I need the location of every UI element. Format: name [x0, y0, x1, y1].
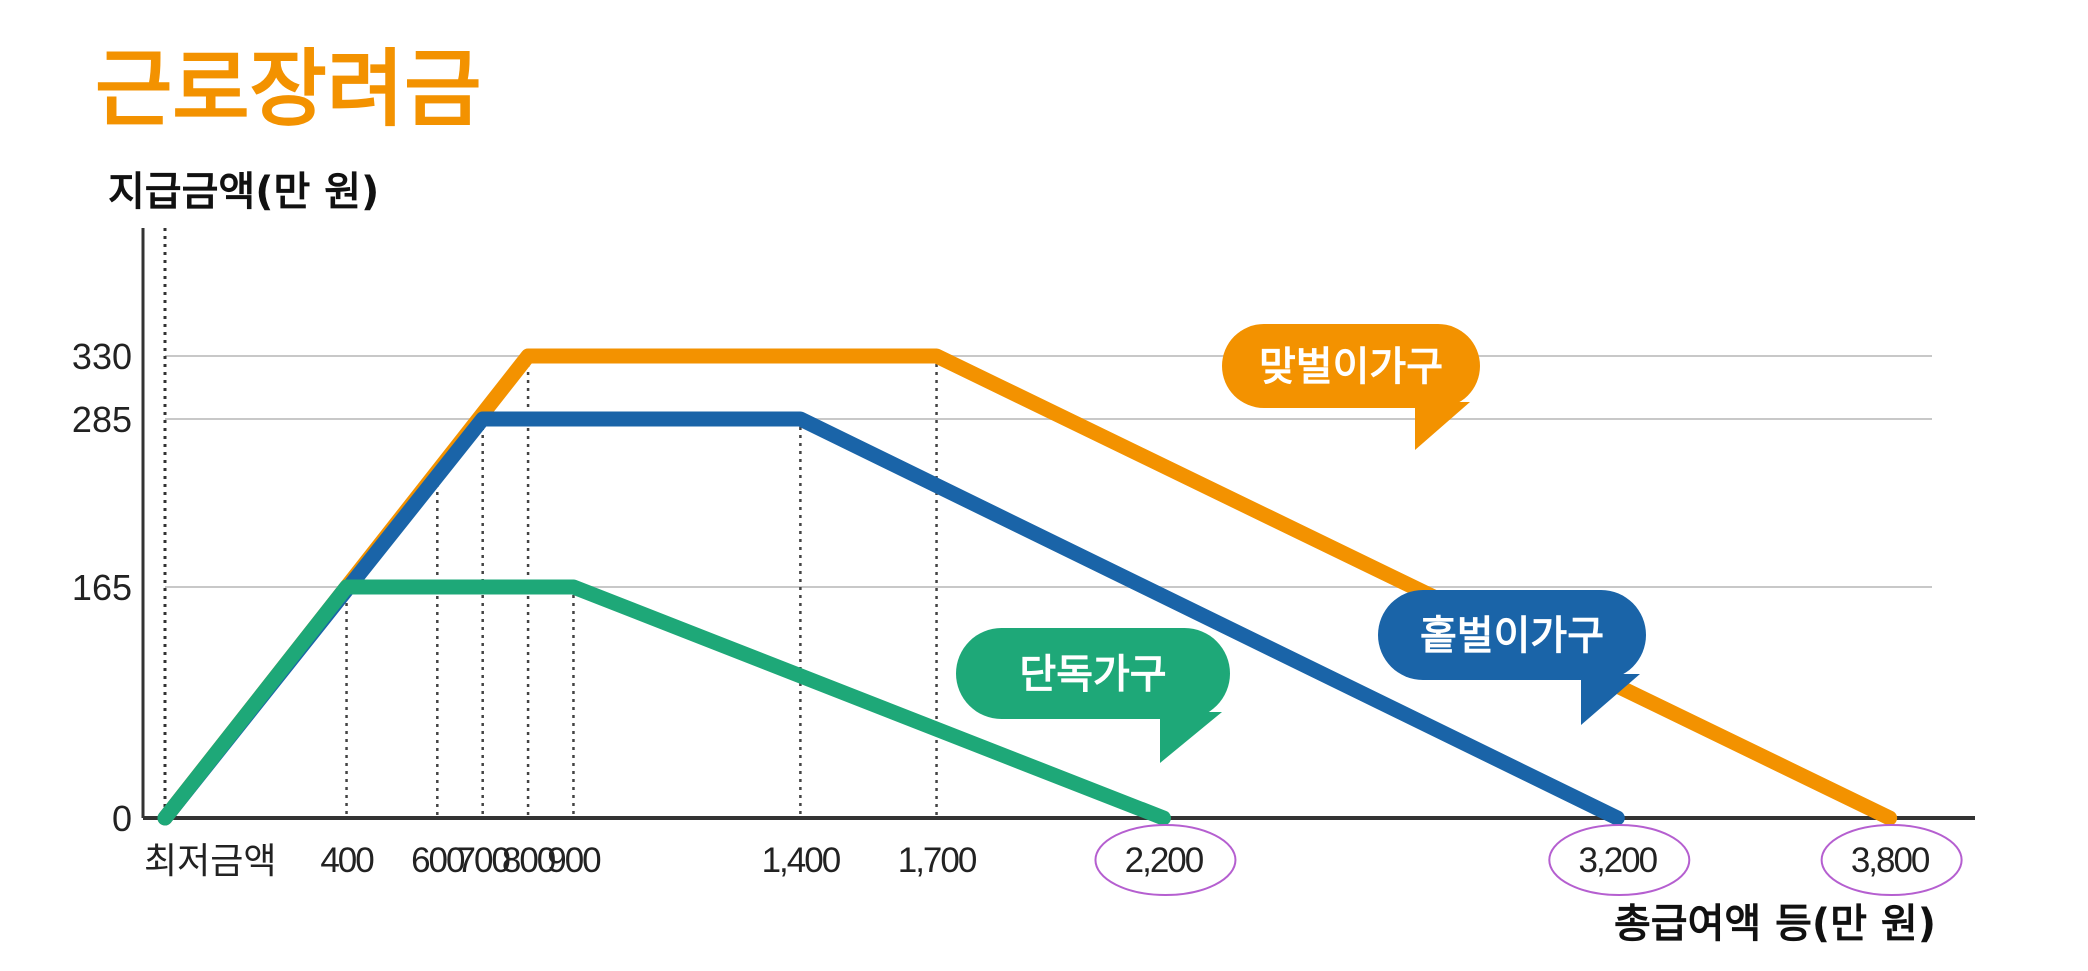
y-axis-label: 지급금액(만 원) — [108, 169, 379, 215]
x-tick-label-700: 700 — [456, 841, 510, 880]
x-tick-label-1700: 1,700 — [898, 841, 977, 880]
x-tick-label-start: 최저금액 — [144, 840, 276, 881]
x-tick-label-3800: 3,800 — [1851, 841, 1930, 880]
x-axis-label: 총급여액 등(만 원) — [1614, 901, 1936, 947]
annotation-circle-3200 — [1548, 824, 1691, 896]
x-tick-label-800: 800 — [502, 841, 556, 880]
callout-bubble — [1222, 324, 1480, 408]
callout-1: 맞벌이가구 — [1222, 324, 1480, 450]
x-tick-label-600: 600 — [411, 841, 465, 880]
x-tick-label-400: 400 — [320, 841, 374, 880]
x-tick-label-3200: 3,200 — [1579, 841, 1658, 880]
y-tick-label-165: 165 — [72, 567, 132, 608]
callout-label: 단독가구 — [1019, 652, 1166, 698]
callout-bubble — [956, 628, 1230, 719]
callout-tail — [1581, 674, 1640, 725]
callout-2: 홑벌이가구 — [1378, 590, 1646, 725]
annotation-circle-3800 — [1820, 824, 1963, 896]
axes — [141, 228, 1975, 820]
callout-label: 맞벌이가구 — [1259, 344, 1443, 390]
callout-3: 단독가구 — [956, 628, 1230, 763]
callout-bubble — [1378, 590, 1646, 680]
callout-tail — [1415, 402, 1470, 450]
y-tick-label-330: 330 — [72, 336, 132, 377]
x-tick-label-2200: 2,200 — [1125, 841, 1204, 880]
callout-label: 홑벌이가구 — [1420, 613, 1604, 659]
series-line-3 — [157, 579, 1171, 826]
y-tick-labels: 0 165 285 330 — [72, 336, 132, 839]
x-tick-label-1400: 1,400 — [762, 841, 841, 880]
chart-title: 근로장려금 — [95, 40, 481, 138]
y-tick-label-0: 0 — [112, 798, 132, 839]
callout-tail — [1160, 712, 1222, 763]
annotation-circle-2200 — [1094, 824, 1237, 896]
x-tick-label-900: 900 — [547, 841, 601, 880]
y-tick-label-285: 285 — [72, 399, 132, 440]
series-lines — [157, 348, 1898, 826]
dotted-guide-lines — [163, 228, 938, 818]
